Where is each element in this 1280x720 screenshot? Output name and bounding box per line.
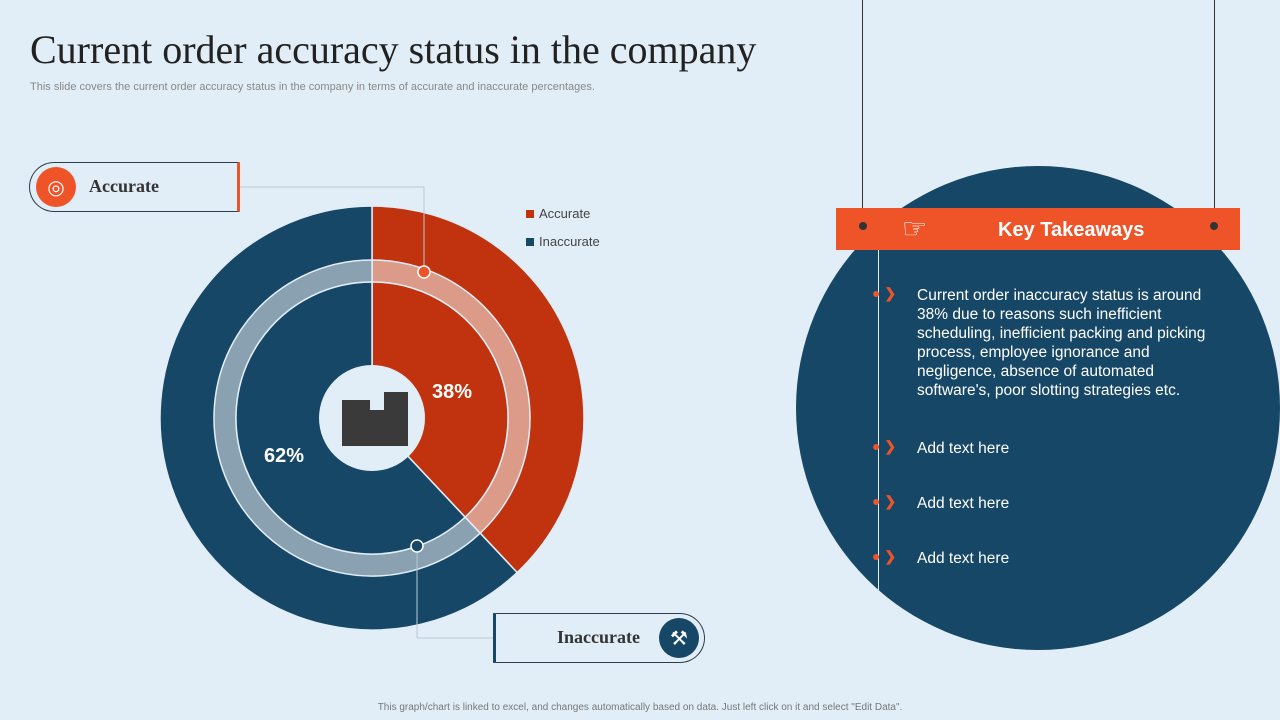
inaccurate-marker [410,539,424,553]
footer-note: This graph/chart is linked to excel, and… [377,702,903,713]
hanger-line-left [862,0,863,226]
accurate-callout: ◎ Accurate [29,162,240,212]
accurate-callout-label: Accurate [89,176,159,196]
bullet-icon: ● ❯ [872,438,897,454]
inner-slice-accurate[interactable] [371,281,509,519]
data-label-inaccurate: 62% [264,445,304,467]
timeline-line [878,250,879,590]
takeaway-item: Current order inaccuracy status is aroun… [917,287,1206,399]
inaccurate-callout-label: Inaccurate [557,627,640,647]
legend-item-accurate[interactable]: Accurate [526,206,590,221]
page-title: Current order accuracy status in the com… [30,27,757,72]
pointing-hand-icon: ☞ [902,213,928,244]
hands-target-icon: ◎ [36,167,76,207]
legend-label: Inaccurate [539,234,600,249]
legend-swatch [526,210,534,218]
data-label-accurate: 38% [432,381,472,403]
building-icon [342,392,408,446]
bullet-icon: ● ❯ [872,285,897,301]
hammer-icon: ⚒ [659,618,699,658]
takeaway-item: Add text here [917,495,1010,512]
legend-item-inaccurate[interactable]: Inaccurate [526,234,600,249]
page-subtitle: This slide covers the current order accu… [30,81,595,93]
key-takeaways-banner: ☞ Key Takeaways [836,208,1240,250]
donut-chart[interactable]: 38% 62% [0,0,760,700]
legend-label: Accurate [539,206,591,221]
bullet-icon: ● ❯ [872,493,897,509]
bullet-icon: ● ❯ [872,548,897,564]
inaccurate-callout: Inaccurate ⚒ [493,613,705,663]
legend-swatch [526,238,534,246]
key-takeaways-title: Key Takeaways [998,219,1145,241]
takeaway-item: Add text here [917,440,1010,457]
takeaway-item: Add text here [917,550,1010,567]
hanger-line-right [1214,0,1215,226]
accurate-marker [417,265,431,279]
